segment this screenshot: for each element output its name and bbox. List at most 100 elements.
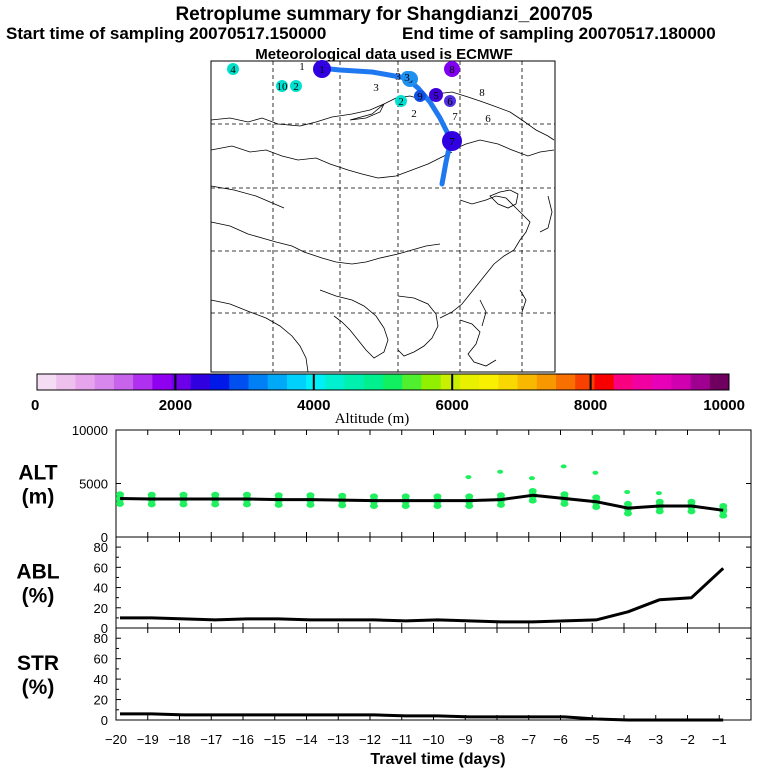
colorbar-tick-label: 6000	[436, 397, 469, 414]
cluster-marker	[429, 88, 443, 102]
alt-scatter-point	[719, 502, 728, 509]
colorbar-swatch	[363, 374, 384, 390]
cluster-marker	[401, 71, 413, 83]
alt-scatter-point	[624, 490, 631, 495]
y-tick-label: 0	[101, 621, 108, 636]
panel-ylabel-str: STR	[17, 652, 59, 675]
colorbar-swatch	[652, 374, 672, 390]
series-line-abl	[120, 567, 725, 624]
cluster-label: 2	[398, 96, 404, 108]
x-tick-label: −20	[105, 732, 127, 747]
alt-scatter-point	[338, 492, 347, 499]
y-tick-label: 80	[94, 631, 108, 646]
panel-ylabel-abl: ABL	[16, 561, 59, 584]
series-line-str	[120, 712, 724, 722]
alt-scatter-point	[592, 470, 599, 475]
cluster-label: 8	[479, 87, 485, 99]
cluster-label: 4	[230, 64, 236, 76]
cluster-label: 3	[373, 82, 379, 94]
cluster-marker	[313, 60, 331, 78]
x-tick-label: −8	[490, 732, 505, 747]
alt-scatter-point	[147, 491, 156, 498]
colorbar-tick-label: 8000	[574, 397, 607, 414]
colorbar-swatch	[709, 374, 730, 390]
colorbar-swatch	[690, 374, 711, 390]
cluster-marker	[444, 95, 456, 107]
y-tick-label: 60	[94, 652, 108, 667]
start-time-label: Start time of sampling 20070517.150000	[6, 24, 327, 43]
alt-scatter-point	[465, 475, 472, 480]
x-tick-label: −11	[391, 732, 412, 747]
x-tick-label: −10	[422, 732, 444, 747]
x-axis-label: Travel time (days)	[370, 751, 505, 768]
x-tick-label: −4	[617, 732, 632, 747]
alt-scatter-point	[274, 492, 283, 499]
colorbar-swatch	[190, 374, 211, 390]
panel-frame-str	[115, 627, 752, 721]
colorbar-swatch	[459, 374, 480, 390]
alt-scatter-point	[528, 487, 537, 494]
colorbar-swatch	[286, 374, 307, 390]
colorbar-swatch	[613, 374, 634, 390]
end-time-label: End time of sampling 20070517.180000	[402, 24, 716, 43]
alt-scatter-point	[687, 498, 696, 505]
panel-frame-alt	[115, 429, 752, 538]
colorbar-swatch	[306, 374, 326, 390]
colorbar-swatch	[536, 374, 557, 390]
y-tick-label: 0	[101, 530, 108, 545]
y-tick-label: 20	[94, 601, 108, 616]
cluster-label: 3	[404, 72, 410, 84]
panel-ylabel-unit: (%)	[22, 676, 55, 699]
x-tick-label: −16	[232, 732, 254, 747]
colorbar-tick-label: 4000	[297, 397, 330, 414]
colorbar-swatch	[498, 374, 519, 390]
alt-scatter-point	[655, 498, 664, 505]
cluster-label: 2	[411, 108, 417, 120]
x-tick-label: −7	[521, 732, 536, 747]
colorbar-swatch	[632, 374, 653, 390]
x-tick-label: −18	[168, 732, 190, 747]
cluster-marker	[395, 95, 407, 107]
y-tick-label: 5000	[79, 477, 108, 492]
x-tick-label: −1	[712, 732, 727, 747]
colorbar-swatch	[440, 374, 461, 390]
x-tick-label: −9	[458, 732, 473, 747]
alt-scatter-point	[497, 469, 504, 474]
y-tick-label: 20	[94, 693, 108, 708]
time-series-panels: 1000050000ALT(m)806040200ABL(%)806040200…	[16, 423, 752, 768]
cluster-label: 1	[299, 61, 305, 73]
y-tick-label: 10000	[72, 423, 108, 438]
colorbar-swatch	[113, 374, 134, 390]
series-line-alt	[119, 493, 724, 512]
alt-scatter-point	[560, 491, 569, 498]
y-tick-label: 60	[94, 560, 108, 575]
y-tick-label: 40	[94, 672, 108, 687]
alt-scatter-point	[306, 492, 315, 499]
colorbar-swatch	[37, 374, 57, 390]
colorbar-tick-label: 0	[31, 397, 39, 414]
x-tick-label: −17	[200, 732, 222, 747]
x-tick-label: −12	[359, 732, 381, 747]
cluster-label: 8	[449, 64, 455, 76]
panel-ylabel-unit: (%)	[22, 585, 55, 608]
x-tick-label: −14	[295, 732, 317, 747]
y-tick-label: 80	[94, 540, 108, 555]
alt-scatter-point	[115, 491, 124, 498]
cluster-label: 1	[319, 64, 325, 76]
cluster-label: 7	[452, 111, 458, 123]
colorbar-swatch	[479, 374, 499, 390]
x-tick-label: −13	[327, 732, 349, 747]
cluster-label: 2	[293, 81, 299, 93]
panel-ylabel-alt: ALT	[18, 462, 57, 485]
cluster-marker	[414, 90, 426, 102]
alt-scatter-point	[592, 494, 601, 501]
alt-scatter-point	[655, 491, 662, 496]
colorbar: 0 2000 4000 6000 8000 10000 Altitude (m)	[31, 373, 745, 427]
colorbar-axis-label: Altitude (m)	[335, 411, 410, 427]
colorbar-tick-label: 10000	[703, 397, 745, 414]
alt-scatter-point	[179, 491, 188, 498]
colorbar-swatch	[229, 374, 249, 390]
colorbar-swatch	[421, 374, 442, 390]
alt-scatter-point	[211, 491, 220, 498]
cluster-label: 7	[449, 136, 455, 148]
